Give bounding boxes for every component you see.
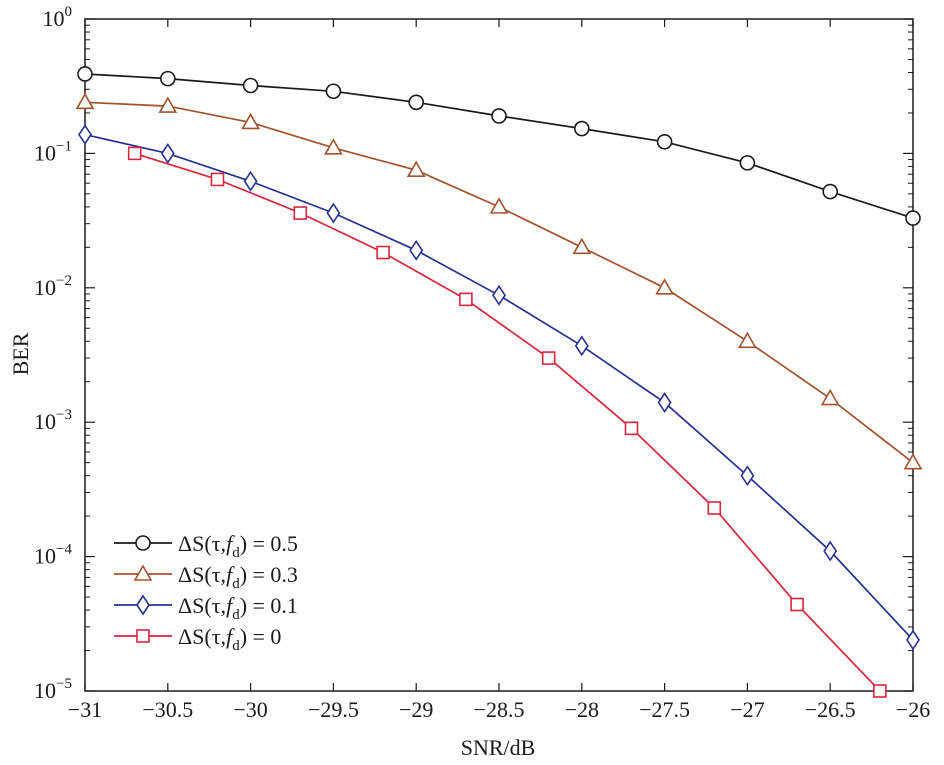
x-tick-label: −29 bbox=[399, 697, 433, 722]
marker-circle bbox=[656, 133, 673, 150]
marker-circle bbox=[905, 210, 921, 226]
marker-circle bbox=[160, 70, 176, 87]
marker-diamond bbox=[409, 239, 424, 261]
legend: ΔS(τ,fd) = 0.5ΔS(τ,fd) = 0.3ΔS(τ,fd) = 0… bbox=[114, 531, 298, 654]
x-axis-label: SNR/dB bbox=[461, 735, 536, 760]
marker-diamond bbox=[78, 124, 92, 146]
marker-triangle bbox=[75, 92, 95, 110]
x-tick-label: −31 bbox=[68, 697, 102, 722]
marker-triangle bbox=[324, 138, 343, 155]
marker-square bbox=[459, 292, 473, 307]
marker-diamond bbox=[326, 202, 341, 224]
y-tick-label: 10−4 bbox=[34, 542, 72, 569]
x-tick-label: −26 bbox=[896, 697, 930, 722]
marker-triangle bbox=[572, 237, 592, 255]
x-tick-label: −29.5 bbox=[308, 697, 359, 722]
marker-diamond bbox=[160, 142, 175, 164]
axes: −31 −30.5 −30 −29.5 −29 −28.5 −28 −27.5 −27 −26.5… bbox=[34, 4, 930, 722]
y-tick-label: 100 bbox=[43, 4, 73, 31]
marker-diamond bbox=[574, 335, 589, 357]
x-tick-label: −27.5 bbox=[639, 697, 690, 722]
legend-item: ΔS(τ,fd) = 0 bbox=[114, 624, 281, 654]
legend-item: ΔS(τ,fd) = 0.1 bbox=[114, 593, 298, 623]
marker-diamond bbox=[906, 629, 920, 651]
marker-diamond bbox=[740, 465, 755, 487]
marker-diamond bbox=[657, 392, 672, 414]
marker-triangle bbox=[158, 96, 178, 113]
marker-circle bbox=[77, 66, 93, 82]
legend-item: ΔS(τ,fd) = 0.5 bbox=[114, 531, 298, 561]
x-tick-label: −28 bbox=[565, 697, 599, 722]
x-tick-label: −30.5 bbox=[142, 697, 193, 722]
y-tick-label: 10−3 bbox=[34, 407, 72, 434]
legend-label: ΔS(τ,fd) = 0.3 bbox=[178, 562, 298, 592]
series bbox=[77, 66, 921, 226]
legend-item: ΔS(τ,fd) = 0.3 bbox=[114, 562, 298, 592]
legend-label: ΔS(τ,fd) = 0.1 bbox=[178, 593, 298, 623]
marker-square bbox=[136, 629, 150, 643]
marker-circle bbox=[822, 183, 839, 200]
marker-diamond bbox=[823, 540, 838, 562]
marker-triangle bbox=[820, 388, 840, 406]
marker-square bbox=[127, 146, 142, 161]
y-tick-label: 10−2 bbox=[34, 273, 72, 300]
legend-label: ΔS(τ,fd) = 0 bbox=[178, 624, 281, 654]
marker-triangle bbox=[241, 112, 260, 130]
y-axis-label: BER bbox=[8, 332, 33, 375]
series-line bbox=[84, 101, 914, 464]
marker-circle bbox=[739, 155, 756, 171]
series-line bbox=[84, 73, 914, 219]
marker-circle bbox=[408, 94, 425, 111]
x-tick-label: −30 bbox=[233, 697, 267, 722]
marker-square bbox=[293, 206, 308, 220]
marker-circle bbox=[491, 108, 507, 124]
marker-triangle bbox=[406, 160, 426, 177]
marker-diamond bbox=[136, 594, 150, 616]
series bbox=[78, 124, 920, 651]
plot-series bbox=[75, 66, 923, 698]
marker-circle bbox=[242, 77, 259, 94]
marker-square bbox=[790, 597, 804, 612]
marker-circle bbox=[573, 120, 590, 137]
marker-triangle bbox=[489, 197, 509, 214]
marker-circle bbox=[325, 83, 342, 100]
marker-triangle bbox=[738, 331, 757, 349]
marker-triangle bbox=[655, 278, 674, 295]
series-line bbox=[134, 152, 881, 692]
legend-label: ΔS(τ,fd) = 0.5 bbox=[178, 531, 298, 561]
x-tick-label: −28.5 bbox=[474, 697, 525, 722]
marker-triangle bbox=[133, 564, 153, 581]
marker-triangle bbox=[903, 453, 923, 470]
marker-square bbox=[707, 501, 722, 515]
marker-circle bbox=[135, 535, 151, 551]
series bbox=[127, 146, 887, 698]
marker-square bbox=[873, 684, 887, 698]
y-tick-label: 10−5 bbox=[34, 676, 72, 703]
marker-diamond bbox=[492, 284, 506, 306]
marker-square bbox=[210, 172, 225, 187]
marker-square bbox=[376, 245, 390, 260]
x-tick-label: −27 bbox=[730, 697, 764, 722]
y-tick-label: 10−1 bbox=[34, 138, 72, 165]
marker-square bbox=[624, 421, 639, 436]
marker-square bbox=[541, 351, 556, 365]
x-tick-label: −26.5 bbox=[805, 697, 856, 722]
series bbox=[75, 92, 923, 470]
marker-diamond bbox=[243, 170, 258, 192]
